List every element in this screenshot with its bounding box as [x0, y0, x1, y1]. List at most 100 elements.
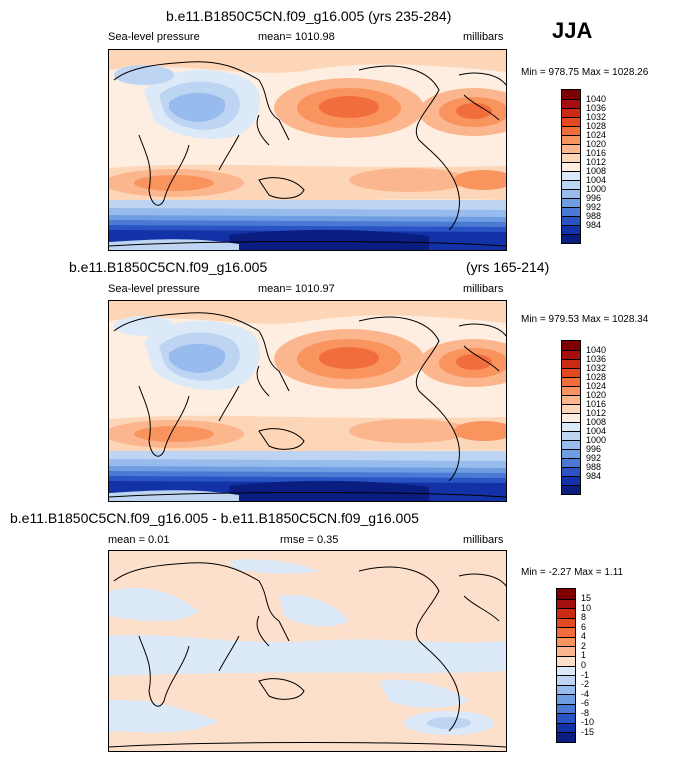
colorbar-label: 1	[581, 650, 587, 661]
panel2-map	[108, 300, 507, 502]
colorbar-label: -2	[581, 679, 590, 690]
panel3-mean: mean = 0.01	[108, 534, 170, 546]
colorbar-label: 996	[586, 192, 602, 203]
colorbar-swatch	[562, 449, 580, 458]
colorbar-label: 1040	[586, 93, 607, 104]
colorbar-swatch	[562, 180, 580, 189]
colorbar-label: 984	[586, 470, 602, 481]
colorbar-label: 1016	[586, 398, 607, 409]
panel1-title: b.e11.B1850C5CN.f09_g16.005 (yrs 235-284…	[166, 8, 452, 24]
colorbar-swatch	[562, 153, 580, 162]
colorbar-swatch	[562, 386, 580, 395]
colorbar-swatch	[557, 665, 575, 676]
panel2-title-left: b.e11.B1850C5CN.f09_g16.005	[69, 259, 268, 275]
panel2-variable: Sea-level pressure	[108, 283, 200, 295]
panel2-field	[109, 301, 506, 501]
colorbar-swatch	[562, 404, 580, 413]
colorbar-label: 0	[581, 660, 587, 670]
colorbar-swatch	[557, 608, 575, 618]
season-label: JJA	[552, 18, 593, 43]
colorbar-swatch	[562, 341, 580, 350]
colorbar-label: 2	[581, 640, 587, 651]
colorbar-swatch	[562, 198, 580, 207]
panel1-variable: Sea-level pressure	[108, 31, 200, 43]
colorbar-label: 1004	[586, 425, 607, 436]
panel2-colorbar: 1040 1036 1032 1028 1024 1020 1016 1012 1008 1004…	[561, 340, 606, 495]
colorbar-label: -1	[581, 669, 590, 680]
colorbar-label: 1032	[586, 362, 607, 373]
colorbar-label: 1016	[586, 147, 607, 158]
colorbar-swatch	[557, 598, 575, 609]
colorbar-label: 988	[586, 461, 602, 472]
colorbar-swatch	[557, 732, 575, 742]
panel3-field	[109, 551, 506, 751]
panel1-minmax: Min = 978.75 Max = 1028.26	[521, 67, 649, 78]
colorbar-label: 10	[581, 602, 592, 613]
colorbar-swatch	[562, 216, 580, 225]
colorbar-label: -15	[581, 726, 595, 737]
colorbar-swatch	[562, 207, 580, 216]
colorbar-label: 1036	[586, 102, 607, 113]
colorbar-swatch	[562, 126, 580, 135]
colorbar-swatch	[562, 144, 580, 153]
colorbar-swatch	[562, 189, 580, 198]
panel3-units: millibars	[463, 534, 504, 546]
panel1-units: millibars	[463, 31, 504, 43]
colorbar-label: 1004	[586, 174, 607, 185]
colorbar-label: 1000	[586, 434, 607, 445]
colorbar-swatch	[562, 99, 580, 108]
panel1-colorbar: 1040 1036 1032 1028 1024 1020 1016 1012 1008 1004…	[561, 89, 606, 244]
colorbar-label: 992	[586, 201, 602, 212]
colorbar-swatch	[562, 135, 580, 144]
panel1-map	[108, 49, 507, 251]
colorbar-label: 1012	[586, 156, 607, 167]
colorbar-label: -10	[581, 717, 595, 728]
panel1-mean: mean= 1010.98	[258, 31, 335, 43]
panel3-colorbar: 15 10 8 6 4 2 1 0 -1 -2 -4 -6 -8 -10 -15	[556, 588, 594, 743]
colorbar-label: 15	[581, 593, 592, 604]
colorbar-label: 1020	[586, 389, 607, 400]
colorbar-label: 1012	[586, 407, 607, 418]
colorbar-swatch	[562, 225, 580, 234]
panel3-title: b.e11.B1850C5CN.f09_g16.005 - b.e11.B185…	[10, 510, 419, 526]
colorbar-swatch	[562, 117, 580, 126]
panel2-units: millibars	[463, 283, 504, 295]
colorbar-label: -6	[581, 698, 590, 709]
colorbar-label: 1020	[586, 138, 607, 149]
colorbar-label: 1024	[586, 129, 607, 140]
colorbar-label: 996	[586, 443, 602, 454]
colorbar-swatch	[562, 431, 580, 440]
colorbar-swatch	[562, 162, 580, 171]
colorbar-label: 1040	[586, 344, 607, 355]
colorbar-swatch	[557, 617, 575, 628]
colorbar-label: 988	[586, 210, 602, 221]
colorbar-swatch	[562, 485, 580, 494]
colorbar-swatch	[562, 440, 580, 449]
colorbar-swatch	[562, 458, 580, 467]
colorbar-swatch	[562, 90, 580, 99]
colorbar-swatch	[562, 368, 580, 377]
colorbar-swatch	[562, 422, 580, 431]
colorbar-label: 1028	[586, 371, 607, 382]
colorbar-swatch	[557, 636, 575, 647]
colorbar-swatch	[557, 627, 575, 637]
colorbar-label: 1028	[586, 120, 607, 131]
colorbar-swatch	[562, 350, 580, 359]
panel1-field	[109, 50, 506, 250]
colorbar-swatch	[557, 646, 575, 656]
colorbar-swatch	[562, 413, 580, 422]
colorbar-label: 1008	[586, 165, 607, 176]
colorbar-swatch	[562, 467, 580, 476]
colorbar-swatch	[557, 655, 575, 666]
colorbar-label: 8	[581, 612, 587, 623]
colorbar-swatch	[557, 694, 575, 704]
panel2-minmax: Min = 979.53 Max = 1028.34	[521, 314, 649, 325]
colorbar-label: -4	[581, 688, 590, 699]
panel2-title-right: (yrs 165-214)	[466, 259, 550, 275]
colorbar-swatch	[557, 675, 575, 685]
panel3-map	[108, 550, 507, 752]
colorbar-label: 6	[581, 621, 587, 632]
colorbar-label: 992	[586, 452, 602, 463]
colorbar-swatch	[562, 359, 580, 368]
colorbar-swatch	[562, 108, 580, 117]
